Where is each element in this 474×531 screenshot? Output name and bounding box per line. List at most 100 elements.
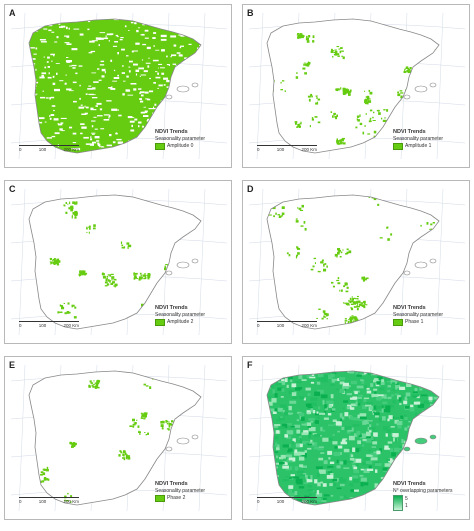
legend-title: NDVI Trends xyxy=(393,129,426,135)
map-panel-f: F NDVI Trends N° overlapping parameters 5 1 0… xyxy=(242,356,470,520)
balearic-islands xyxy=(403,258,437,276)
scale-label: 0 xyxy=(257,147,260,152)
legend-swatch xyxy=(155,143,165,150)
scale-line xyxy=(19,319,79,322)
coastline xyxy=(266,194,440,330)
legend-item: Amplitude 0 xyxy=(155,143,227,150)
legend-max-label: 5 xyxy=(405,496,408,502)
scale-label: 200 Km xyxy=(301,147,317,152)
legend-item-label: Amplitude 2 xyxy=(167,319,194,325)
coastline xyxy=(266,370,440,506)
legend-item-label: Amplitude 1 xyxy=(405,143,432,149)
map-panel-b: B NDVI Trends Seasonality parameter Amplitu… xyxy=(242,4,470,168)
legend: NDVI Trends Seasonality parameter Amplitud… xyxy=(155,305,227,326)
legend-title: NDVI Trends xyxy=(155,481,188,487)
scale-bar: 0 100 200 Km xyxy=(257,495,317,504)
scale-label: 100 xyxy=(38,147,47,152)
legend: NDVI Trends N° overlapping parameters 5 1 xyxy=(393,481,465,511)
legend-swatch xyxy=(155,319,165,326)
legend-subtitle: Seasonality parameter xyxy=(393,136,444,142)
legend-item-label: Phase 2 xyxy=(167,495,186,501)
map-canvas xyxy=(10,364,228,512)
legend-item-label: Phase 1 xyxy=(405,319,424,325)
scale-bar: 0 100 200 Km xyxy=(257,319,317,328)
scale-label: 100 xyxy=(276,499,285,504)
scale-bar: 0 100 200 Km xyxy=(257,143,317,152)
land-area xyxy=(29,371,201,505)
scale-label: 200 Km xyxy=(301,323,317,328)
panel-letter: B xyxy=(247,8,254,18)
scale-label: 0 xyxy=(257,323,260,328)
scale-label: 0 xyxy=(19,499,22,504)
scale-label: 200 Km xyxy=(63,323,79,328)
balearic-islands xyxy=(165,258,199,276)
panel-letter: F xyxy=(247,360,253,370)
scale-label: 200 Km xyxy=(301,499,317,504)
legend-item: Amplitude 1 xyxy=(393,143,465,150)
legend: NDVI Trends Seasonality parameter Phase 1 xyxy=(393,305,465,326)
balearic-islands xyxy=(403,434,437,452)
map-panel-a: A NDVI Trends Seasonality parameter Amplitu… xyxy=(4,4,232,168)
map-panel-e: E NDVI Trends Seasonality parameter Phase 2… xyxy=(4,356,232,520)
scale-bar: 0 100 200 Km xyxy=(19,143,79,152)
legend: NDVI Trends Seasonality parameter Amplitud… xyxy=(393,129,465,150)
map-canvas xyxy=(10,188,228,336)
scale-line xyxy=(257,143,317,146)
coastline xyxy=(28,370,202,506)
map-canvas xyxy=(248,12,466,160)
legend-swatch xyxy=(393,143,403,150)
map-panel-c: C NDVI Trends Seasonality parameter Amplitu… xyxy=(4,180,232,344)
scale-label: 100 xyxy=(276,323,285,328)
legend-subtitle: Seasonality parameter xyxy=(393,312,444,318)
coastline xyxy=(28,18,202,154)
scale-label: 0 xyxy=(257,499,260,504)
scale-line xyxy=(257,495,317,498)
balearic-islands xyxy=(403,82,437,100)
scale-label: 100 xyxy=(276,147,285,152)
legend-subtitle: N° overlapping parameters xyxy=(393,488,453,494)
land-area xyxy=(267,19,439,153)
legend-swatch xyxy=(155,495,165,502)
coastline xyxy=(28,194,202,330)
legend-swatch xyxy=(393,319,403,326)
scale-label: 0 xyxy=(19,147,22,152)
scale-label: 0 xyxy=(19,323,22,328)
map-canvas xyxy=(248,188,466,336)
scale-bar: 0 100 200 Km xyxy=(19,495,79,504)
legend-item: Phase 2 xyxy=(155,495,227,502)
scale-label: 100 xyxy=(38,499,47,504)
scale-label: 100 xyxy=(38,323,47,328)
legend-subtitle: Seasonality parameter xyxy=(155,488,206,494)
scale-label: 200 Km xyxy=(63,499,79,504)
legend-item-label: Amplitude 0 xyxy=(167,143,194,149)
land-area xyxy=(267,195,439,329)
balearic-islands xyxy=(165,434,199,452)
legend-subtitle: Seasonality parameter xyxy=(155,312,206,318)
balearic-islands xyxy=(165,82,199,100)
legend-item: Amplitude 2 xyxy=(155,319,227,326)
legend-min-label: 1 xyxy=(405,503,408,509)
scale-label: 200 Km xyxy=(63,147,79,152)
panel-letter: C xyxy=(9,184,16,194)
legend-subtitle: Seasonality parameter xyxy=(155,136,206,142)
legend-gradient xyxy=(393,495,403,511)
legend-item: Phase 1 xyxy=(393,319,465,326)
map-canvas xyxy=(10,12,228,160)
legend-title: NDVI Trends xyxy=(155,129,188,135)
scale-line xyxy=(19,143,79,146)
scale-line xyxy=(19,495,79,498)
legend-title: NDVI Trends xyxy=(155,305,188,311)
legend: NDVI Trends Seasonality parameter Amplitud… xyxy=(155,129,227,150)
map-panel-d: D NDVI Trends Seasonality parameter Phase 1… xyxy=(242,180,470,344)
land-area xyxy=(29,195,201,329)
coastline xyxy=(266,18,440,154)
map-canvas xyxy=(248,364,466,512)
scale-line xyxy=(257,319,317,322)
panel-letter: E xyxy=(9,360,16,370)
legend-title: NDVI Trends xyxy=(393,481,426,487)
legend: NDVI Trends Seasonality parameter Phase 2 xyxy=(155,481,227,502)
scale-bar: 0 100 200 Km xyxy=(19,319,79,328)
legend-title: NDVI Trends xyxy=(393,305,426,311)
panel-letter: A xyxy=(9,8,16,18)
